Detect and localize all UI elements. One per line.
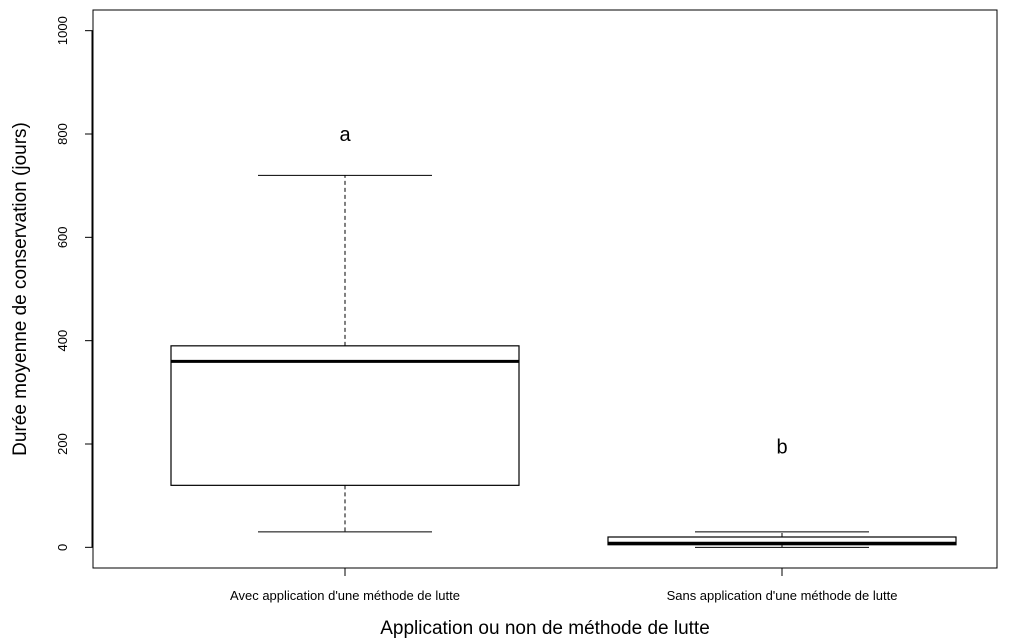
x-axis-title: Application ou non de méthode de lutte (380, 618, 710, 639)
y-tick-label: 200 (55, 433, 70, 455)
y-tick-label: 600 (55, 226, 70, 248)
y-tick-label: 0 (55, 544, 70, 551)
plot-frame (92, 9, 998, 569)
iqr-box (170, 345, 520, 486)
box-group: a (170, 124, 520, 533)
y-tick-label: 400 (55, 330, 70, 352)
box-group: b (607, 437, 957, 548)
iqr-box (607, 536, 957, 546)
y-axis-title: Durée moyenne de conservation (jours) (10, 122, 31, 456)
x-category-label: Sans application d'une méthode de lutte (667, 588, 898, 603)
y-tick-label: 1000 (55, 16, 70, 45)
y-axis: 0 200 400 600 800 1000 (55, 16, 93, 551)
x-category-label: Avec application d'une méthode de lutte (230, 588, 460, 603)
x-axis: Avec application d'une méthode de lutte S… (230, 568, 897, 603)
y-tick-label: 800 (55, 123, 70, 145)
boxes: ab (170, 124, 957, 548)
significance-letter: b (776, 437, 787, 459)
significance-letter: a (339, 124, 351, 146)
